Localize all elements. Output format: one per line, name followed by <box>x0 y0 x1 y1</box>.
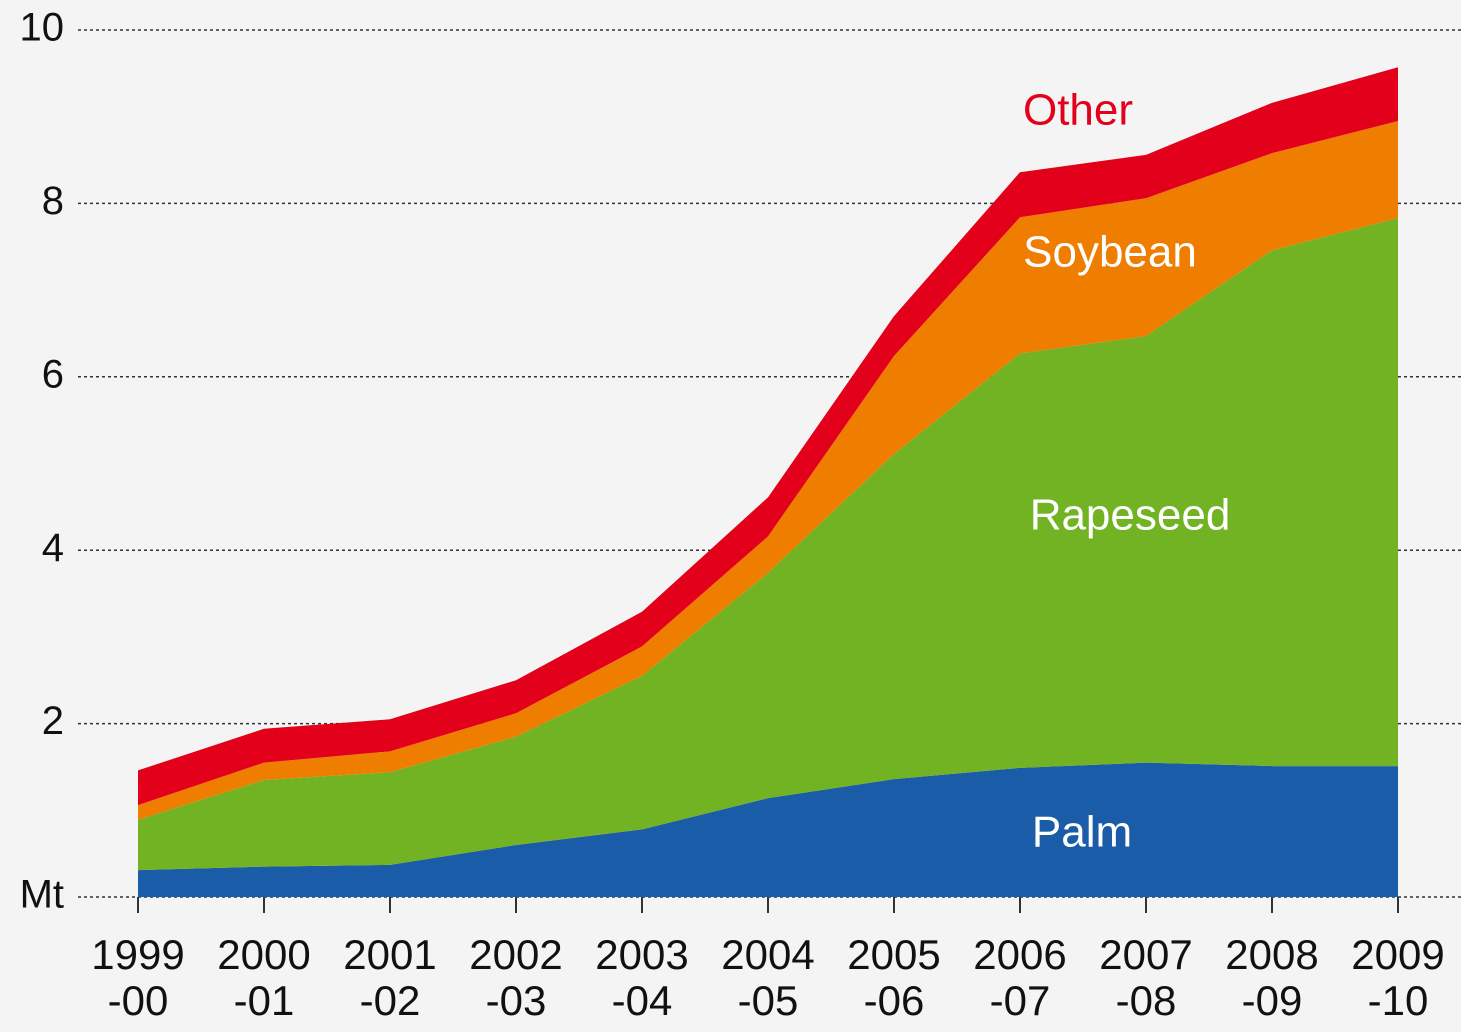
x-tick-label: 2005 <box>847 931 940 978</box>
area <box>138 762 1398 897</box>
y-tick-label: 6 <box>42 352 64 396</box>
x-tick-label: 2008 <box>1225 931 1318 978</box>
x-tick-label: 2001 <box>343 931 436 978</box>
x-tick-label: -07 <box>990 977 1051 1024</box>
x-tick-label: 2003 <box>595 931 688 978</box>
x-tick-label: -10 <box>1368 977 1429 1024</box>
y-tick-label: 2 <box>42 699 64 743</box>
x-tick-label: 2004 <box>721 931 814 978</box>
series-label: Palm <box>1032 808 1132 857</box>
x-tick-label: 2006 <box>973 931 1066 978</box>
x-tick-label: -09 <box>1242 977 1303 1024</box>
x-tick-label: -00 <box>108 977 169 1024</box>
y-tick-label: 10 <box>20 6 65 50</box>
area <box>138 218 1398 871</box>
y-tick-label: 8 <box>42 179 64 223</box>
series-label: Soybean <box>1023 228 1197 277</box>
y-tick-label: 4 <box>42 526 64 570</box>
x-tick-label: -06 <box>864 977 925 1024</box>
x-tick-label: -02 <box>360 977 421 1024</box>
x-tick-label: -05 <box>738 977 799 1024</box>
series-label: Rapeseed <box>1030 491 1231 540</box>
x-tick-label: 2007 <box>1099 931 1192 978</box>
y-tick-label: Mt <box>20 873 64 917</box>
x-tick-label: -08 <box>1116 977 1177 1024</box>
x-tick-label: 2002 <box>469 931 562 978</box>
x-tick-label: -04 <box>612 977 673 1024</box>
area <box>138 121 1398 820</box>
area <box>138 67 1398 806</box>
series-label: Other <box>1023 86 1133 135</box>
x-tick-label: 2000 <box>217 931 310 978</box>
x-tick-label: -01 <box>234 977 295 1024</box>
x-tick-label: 1999 <box>91 931 184 978</box>
x-tick-label: -03 <box>486 977 547 1024</box>
x-tick-label: 2009 <box>1351 931 1444 978</box>
